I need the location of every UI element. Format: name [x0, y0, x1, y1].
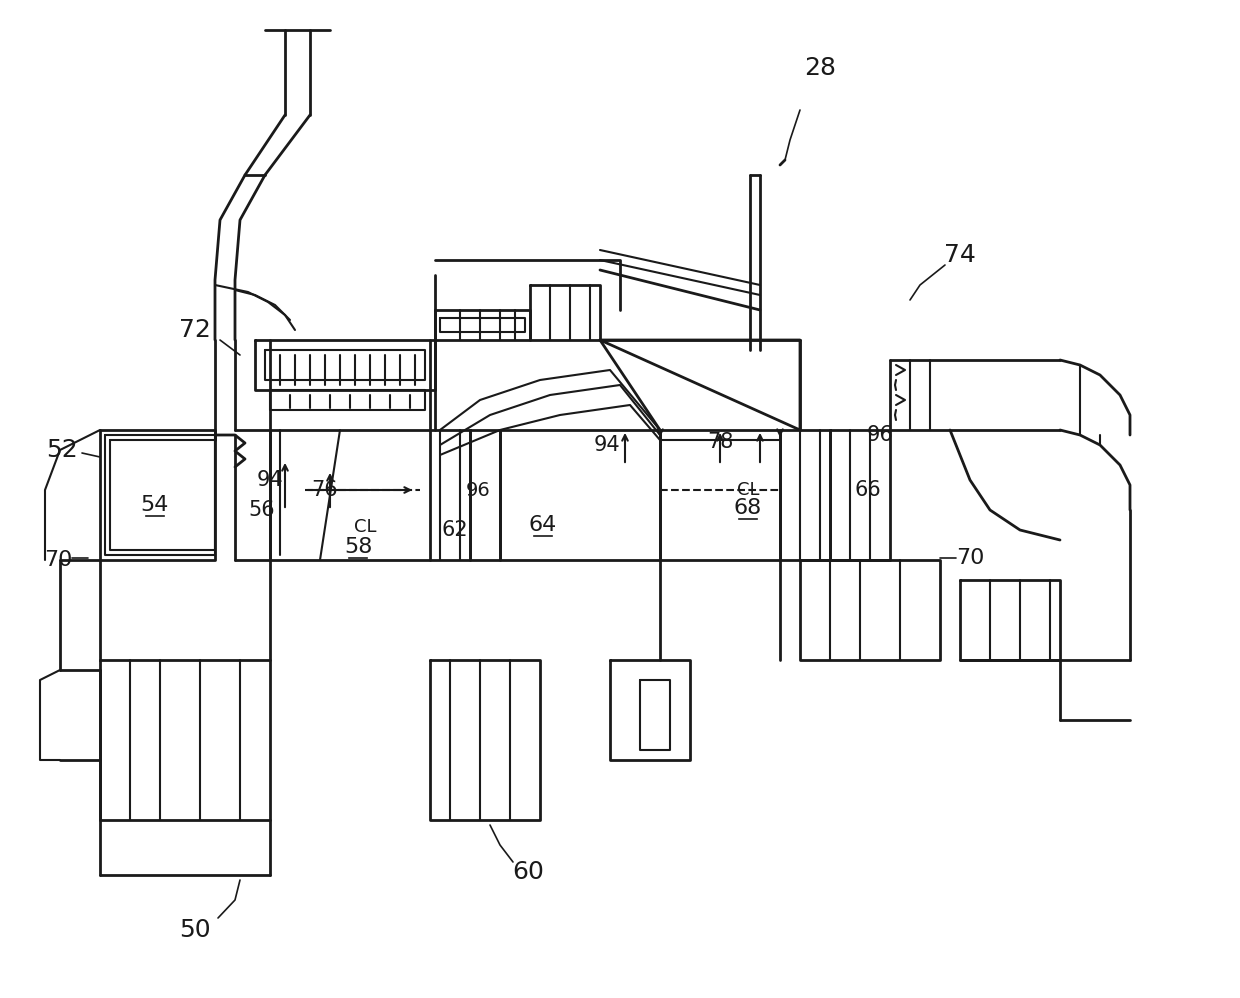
Text: 70: 70	[956, 548, 985, 568]
Text: 96: 96	[466, 480, 490, 500]
Text: 66: 66	[854, 480, 882, 500]
Text: 28: 28	[804, 56, 836, 80]
Text: 76: 76	[311, 480, 339, 500]
Text: CL: CL	[737, 481, 759, 499]
Text: 96: 96	[867, 425, 893, 445]
Text: 52: 52	[46, 438, 78, 462]
Text: 60: 60	[512, 860, 544, 884]
Text: 74: 74	[944, 243, 976, 267]
Text: 94: 94	[594, 435, 620, 455]
Text: 50: 50	[180, 918, 211, 942]
Text: 62: 62	[441, 520, 469, 540]
Text: CL: CL	[353, 518, 376, 536]
Text: 58: 58	[343, 537, 372, 557]
Text: 68: 68	[734, 498, 763, 518]
Text: 56: 56	[249, 500, 275, 520]
Text: 64: 64	[529, 515, 557, 535]
Text: 70: 70	[43, 550, 72, 570]
Text: 78: 78	[707, 432, 733, 452]
Text: 72: 72	[179, 318, 211, 342]
Text: 54: 54	[141, 495, 169, 515]
Text: 94: 94	[257, 470, 283, 490]
